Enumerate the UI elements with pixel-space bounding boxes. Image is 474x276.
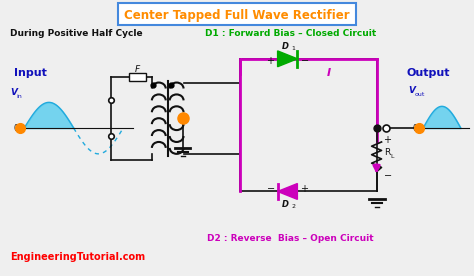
Polygon shape (278, 184, 297, 199)
Text: D: D (282, 200, 289, 209)
Text: EngineeringTutorial.com: EngineeringTutorial.com (10, 252, 146, 262)
Text: +: + (265, 56, 273, 66)
Text: out: out (414, 92, 425, 97)
Text: Output: Output (406, 68, 450, 78)
Text: in: in (16, 94, 22, 99)
Text: +: + (383, 135, 392, 145)
Text: −: − (383, 171, 392, 181)
Text: D2 : Reverse  Bias – Open Circuit: D2 : Reverse Bias – Open Circuit (207, 235, 374, 243)
Text: 0: 0 (412, 124, 417, 132)
Text: −: − (301, 56, 310, 66)
Text: V: V (10, 88, 18, 97)
Polygon shape (278, 51, 297, 67)
Text: Input: Input (14, 68, 47, 78)
Text: R: R (384, 148, 391, 157)
Text: I: I (327, 68, 331, 78)
Text: 0: 0 (13, 124, 18, 132)
Text: Center Tapped Full Wave Rectifier: Center Tapped Full Wave Rectifier (124, 9, 350, 22)
Text: 1: 1 (292, 46, 295, 51)
Text: 2: 2 (292, 204, 295, 209)
Text: +: + (301, 184, 308, 195)
Text: D1 : Forward Bias – Closed Circuit: D1 : Forward Bias – Closed Circuit (205, 29, 376, 38)
Text: L: L (391, 154, 394, 159)
Text: F: F (135, 65, 140, 74)
Text: D: D (282, 43, 289, 51)
Text: During Positive Half Cycle: During Positive Half Cycle (10, 29, 143, 38)
Bar (129, 73, 146, 81)
Text: −: − (266, 184, 275, 195)
Text: V: V (408, 86, 415, 95)
FancyBboxPatch shape (118, 3, 356, 25)
